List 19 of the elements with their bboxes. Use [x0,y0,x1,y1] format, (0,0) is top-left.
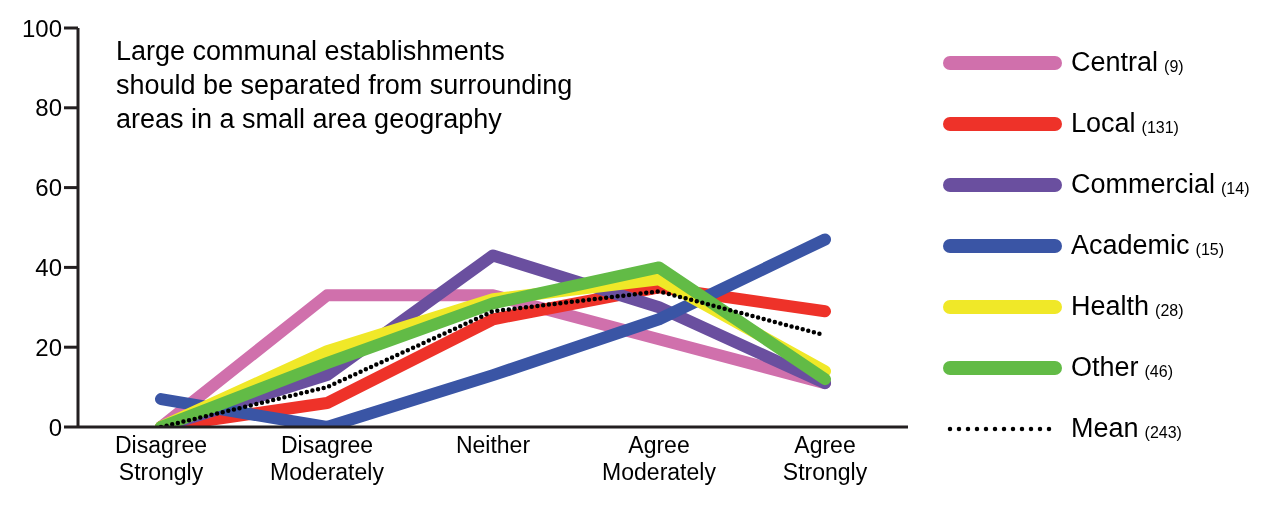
legend-label: Academic (15) [1071,230,1224,261]
y-tick-label: 80 [35,94,62,122]
legend-label: Mean (243) [1071,413,1182,444]
y-tick-label: 60 [35,174,62,202]
y-tick-label: 40 [35,253,62,281]
text: Large communal establishments should be separated from surrounding areas in a small area geography [116,35,574,136]
legend-label: Health (28) [1071,291,1184,322]
x-tick-label: Agree Moderately [602,432,717,485]
legend-label: Other (46) [1071,352,1173,383]
y-tick-label: 20 [35,333,62,361]
y-tick-label: 100 [21,14,62,42]
legend-label: Commercial (14) [1071,169,1250,200]
x-tick-label: Neither [455,432,531,458]
x-tick-label: Disagree Moderately [270,432,385,485]
x-tick-label: Disagree Strongly [114,432,208,485]
y-tick-label: 0 [48,413,62,441]
x-tick-label: Agree Strongly [782,432,868,485]
legend-label: Local (131) [1071,108,1179,139]
legend-label: Central (9) [1071,47,1184,78]
